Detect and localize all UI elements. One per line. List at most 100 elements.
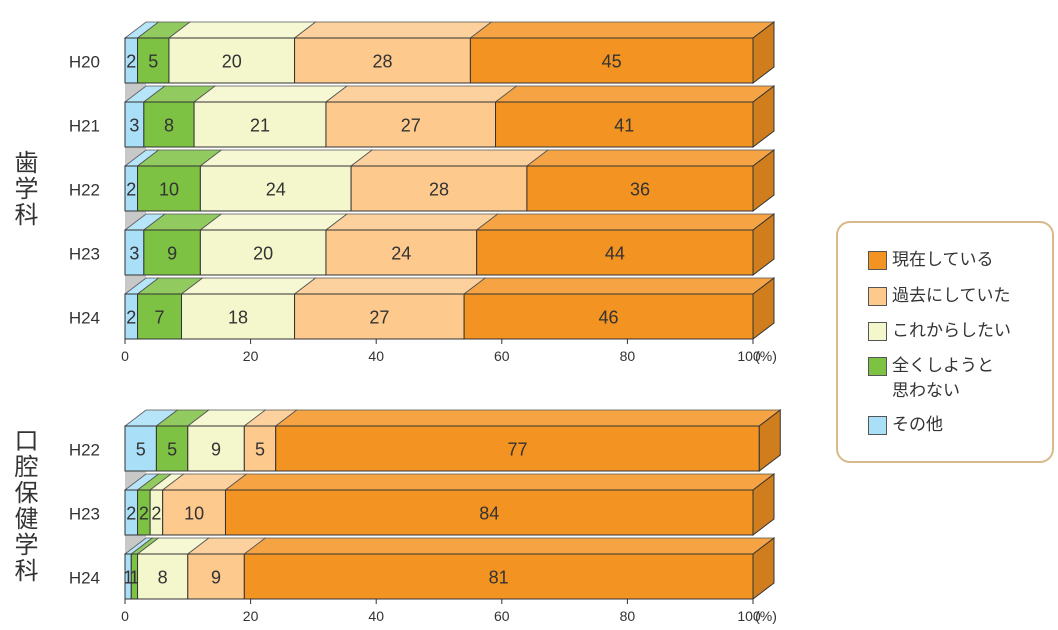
bar-segment [124,425,157,472]
bar-value-label: 21 [250,116,270,136]
bar-segment [325,229,478,276]
x-tick-label: 20 [243,348,259,364]
category-label: H23 [69,245,100,264]
category-label: H23 [69,505,100,524]
bar-segment [181,293,296,340]
bar-segment [168,37,296,84]
bar-value-label: 8 [164,116,174,136]
legend-item-future: これからしたい [868,319,1042,344]
bar-value-label: 28 [429,180,449,200]
bar-value-label: 20 [222,52,242,72]
legend-item-other: その他 [868,413,1042,438]
bar-top-face [324,85,518,103]
x-tick-label: 40 [368,608,384,624]
bar-value-label: 45 [602,52,622,72]
bar-segment [325,101,497,148]
bar-value-label: 2 [126,180,136,200]
bar-segment [463,293,754,340]
bar-value-label: 36 [630,180,650,200]
bar-segment [199,229,327,276]
bar-value-label: 1 [123,568,133,588]
bar-segment [143,229,201,276]
bar-segment [294,37,471,84]
bar-segment [199,165,352,212]
legend-swatch [868,287,887,306]
category-label: H20 [69,53,100,72]
bar-value-label: 2 [126,52,136,72]
bar-segment [137,553,189,600]
x-tick-label: 100 [737,348,761,364]
bar-value-label: 3 [129,116,139,136]
bar-segment [137,37,170,84]
legend-label: これからしたい [892,321,1011,341]
bar-segment [275,425,760,472]
bar-value-label: 7 [155,308,165,328]
bar-value-label: 5 [255,440,265,460]
legend-item-past: 過去にしていた [868,284,1042,309]
legend-label: 全くしようと 思わない [892,356,994,401]
legend-item-never: 全くしようと 思わない [868,354,1042,404]
bar-top-face [199,149,374,167]
bar-segment [155,425,189,472]
bar-value-label: 10 [159,180,179,200]
bar-top-face [494,85,776,103]
bar-top-face [469,21,776,39]
category-label: H24 [69,309,100,328]
bar-segment [350,165,528,212]
legend-label: 現在している [892,250,994,270]
bar-value-label: 28 [372,52,392,72]
bar-top-face [475,213,776,231]
bar-value-label: 18 [228,308,248,328]
bar-value-label: 77 [507,440,527,460]
bar-top-face [224,473,776,491]
x-tick-label: 0 [121,348,129,364]
group-label-oral-health: 口腔保健学科 [10,428,38,584]
category-label: H24 [69,569,100,588]
bar-segment [187,425,245,472]
bar-segment [162,489,226,536]
bar-value-label: 24 [391,244,411,264]
legend-swatch [868,322,887,341]
bar-top-face [293,277,487,295]
bar-segment [294,293,465,340]
bar-top-face [349,149,550,167]
legend-swatch [868,416,887,435]
bar-segment [243,553,754,600]
category-label: H21 [69,117,100,136]
bar-top-face [167,21,317,39]
bar-side-face [758,408,781,473]
bar-value-label: 2 [139,504,149,524]
bar-value-label: 3 [129,244,139,264]
category-label: H22 [69,441,100,460]
bar-value-label: 2 [151,504,161,524]
legend-swatch [868,357,887,376]
bar-side-face [752,148,775,213]
x-tick-label: 0 [121,608,129,624]
bar-value-label: 5 [148,52,158,72]
bar-top-face [525,149,776,167]
bar-value-label: 9 [167,244,177,264]
bar-value-label: 24 [266,180,286,200]
bar-top-face [192,85,349,103]
bar-value-label: 46 [599,308,619,328]
bar-top-face [199,213,349,231]
bar-segment [224,489,754,536]
bar-value-label: 84 [479,504,499,524]
bar-top-face [180,277,317,295]
bar-value-label: 20 [253,244,273,264]
bar-segment [193,101,327,148]
bar-value-label: 9 [211,440,221,460]
bar-segment [243,425,277,472]
bar-side-face [752,212,775,277]
legend-label: 過去にしていた [892,286,1011,306]
bar-side-face [752,472,775,537]
bar-value-label: 27 [369,308,389,328]
bar-top-face [293,21,493,39]
bar-value-label: 2 [126,308,136,328]
x-tick-label: 20 [243,608,259,624]
bar-value-label: 1 [129,568,139,588]
x-tick-label: 80 [620,608,636,624]
bar-value-label: 5 [167,440,177,460]
bar-top-face [324,213,499,231]
